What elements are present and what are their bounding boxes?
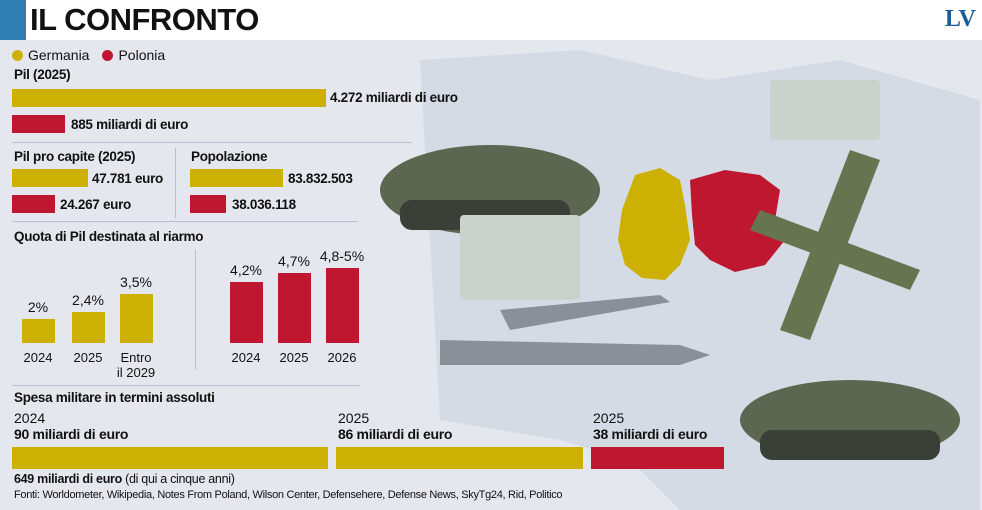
divider	[195, 250, 196, 370]
quota-x-label: 2024	[231, 350, 261, 365]
quota-bar-polonia	[230, 281, 263, 343]
procapite-bar-polonia	[12, 195, 55, 213]
quota-title: Quota di Pil destinata al riarmo	[14, 229, 204, 244]
logo: LV	[944, 6, 976, 32]
spesa-bar-germania	[12, 447, 328, 469]
quota-bar-germania	[22, 319, 55, 343]
quota-value-label: 4,8-5%	[319, 248, 365, 264]
popolazione-bar-polonia	[190, 195, 226, 213]
popolazione-label-polonia: 38.036.118	[232, 197, 296, 212]
quota-x-label: 2025	[279, 350, 309, 365]
procapite-bar-germania	[12, 169, 88, 187]
pil-label-polonia: 885 miliardi di euro	[71, 117, 189, 132]
spesa-bar-polonia	[591, 447, 725, 469]
popolazione-bar-germania	[190, 169, 283, 187]
divider	[12, 385, 360, 386]
legend-dot-polonia	[102, 49, 114, 61]
popolazione-title: Popolazione	[191, 149, 268, 164]
pil-bar-polonia	[12, 115, 65, 133]
poland-map	[690, 170, 785, 272]
quota-bar-polonia	[278, 273, 311, 343]
spesa-note-text: (di qui a cinque anni)	[125, 472, 235, 486]
germany-map	[618, 168, 690, 280]
legend-label-polonia: Polonia	[118, 47, 166, 63]
tank-image-2	[740, 380, 960, 460]
spesa-year: 2024	[14, 410, 46, 426]
spesa-year: 2025	[338, 410, 370, 426]
divider	[12, 221, 357, 222]
pil-bar-germania	[12, 89, 326, 107]
quota-bar-germania	[72, 312, 105, 343]
quota-value-label: 3,5%	[120, 273, 152, 290]
money-stack-image	[460, 80, 880, 300]
map-illustration	[380, 50, 980, 510]
spesa-year: 2025	[593, 410, 625, 426]
procapite-label-germania: 47.781 euro	[92, 171, 163, 186]
header	[0, 0, 982, 40]
spesa-note-bold: 649 miliardi di euro	[14, 472, 122, 486]
spesa-value-label: 38 miliardi di euro	[593, 426, 708, 442]
divider	[175, 148, 176, 218]
spesa-bar-germania	[336, 447, 583, 469]
procapite-label-polonia: 24.267 euro	[60, 197, 131, 212]
popolazione-label-germania: 83.832.503	[288, 171, 353, 186]
quota-x-label: Entro il 2029	[116, 350, 156, 380]
pil-title: Pil (2025)	[14, 67, 71, 82]
legend: Germania Polonia	[12, 47, 165, 63]
quota-x-label: 2026	[327, 350, 357, 365]
quota-bar-germania	[120, 293, 153, 343]
procapite-title: Pil pro capite (2025)	[14, 149, 136, 164]
quota-value-label: 2,4%	[72, 292, 104, 309]
sources: Fonti: Worldometer, Wikipedia, Notes Fro…	[14, 489, 563, 501]
page-title: IL CONFRONTO	[30, 2, 259, 37]
legend-label-germania: Germania	[28, 47, 90, 63]
divider	[12, 142, 412, 143]
quota-value-label: 4,7%	[278, 253, 310, 270]
quota-value-label: 4,2%	[230, 261, 262, 278]
quota-x-label: 2025	[73, 350, 103, 365]
accent-block	[0, 0, 26, 40]
legend-dot-germania	[12, 49, 23, 61]
drone-image	[440, 295, 710, 365]
spesa-value-label: 90 miliardi di euro	[14, 426, 129, 442]
pil-label-germania: 4.272 miliardi di euro	[330, 90, 458, 105]
quota-x-label: 2024	[23, 350, 53, 365]
quota-bar-polonia	[326, 268, 359, 343]
spesa-title: Spesa militare in termini assoluti	[14, 390, 215, 405]
spesa-value-label: 86 miliardi di euro	[338, 426, 453, 442]
spesa-note: 649 miliardi di euro (di qui a cinque an…	[14, 472, 235, 486]
aircraft-image	[750, 150, 920, 340]
quota-value-label: 2%	[27, 299, 49, 315]
